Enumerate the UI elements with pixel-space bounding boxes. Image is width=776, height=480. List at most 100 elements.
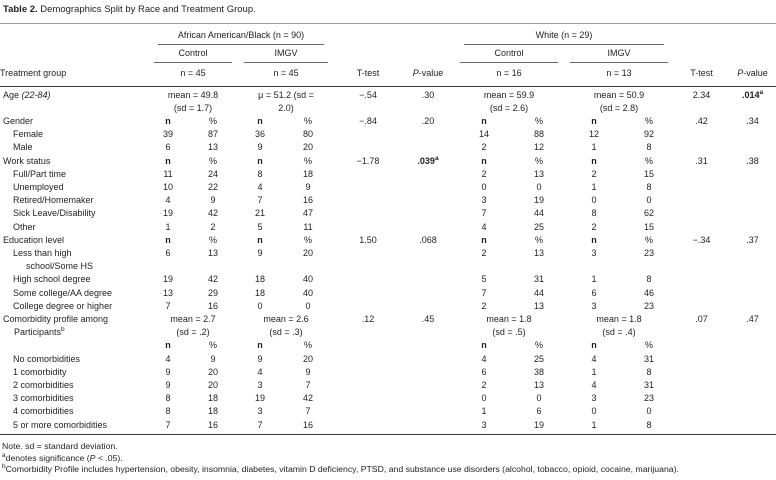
cell: % [645, 155, 654, 166]
table-row: 3 comorbidities 8 18 19 42 0 0 3 23 [0, 392, 776, 405]
cell: 9 [305, 366, 311, 377]
cell: 0 [536, 393, 542, 404]
cell [402, 300, 454, 313]
cell: n [481, 116, 487, 127]
row-label [0, 339, 148, 352]
table-row: High school degree 19 42 18 40 5 31 1 8 [0, 273, 776, 286]
cell [674, 141, 729, 154]
cell: n [257, 116, 263, 127]
cell [729, 273, 776, 286]
cell [729, 221, 776, 234]
cell: n [165, 155, 171, 166]
row-label: College degree or higher [13, 300, 113, 311]
cell: 19 [533, 419, 544, 430]
cell: % [208, 234, 217, 245]
row-label: 4 comorbidities [13, 406, 74, 417]
n-header-aa-control: n = 45 [148, 63, 238, 87]
cell: 8 [165, 393, 171, 404]
cell: 7 [305, 406, 311, 417]
cell [334, 221, 402, 234]
table-row: Work status n% n% −1.78 .039a n% n% .31 .38 [0, 155, 776, 168]
table-row: Retired/Homemaker 4 9 7 16 3 19 0 0 [0, 194, 776, 207]
table-row: No comorbidities 4 9 9 20 4 25 4 31 [0, 353, 776, 366]
cell: 8 [646, 366, 652, 377]
cell: 42 [207, 208, 218, 219]
subheader-aa-control: Control [148, 45, 238, 64]
cell: 20 [302, 353, 313, 364]
cell [674, 194, 729, 207]
cell [334, 207, 402, 220]
table-row: Gender n% n% −.84 .20 n% n% .42 .34 [0, 115, 776, 128]
cell: 13 [207, 142, 218, 153]
cell: % [303, 155, 312, 166]
cell: mean = 1.8 (sd = .4) [596, 314, 642, 338]
cell: mean = 1.8 (sd = .5) [486, 314, 532, 338]
row-label: High school degree [13, 274, 91, 285]
cell: 0 [591, 406, 597, 417]
empty-header-cell [0, 45, 148, 63]
cell: 7 [481, 287, 487, 298]
cell: 21 [254, 208, 265, 219]
cell: 18 [207, 406, 218, 417]
cell: 29 [207, 287, 218, 298]
table-row: Age (22-84) mean = 49.8 (sd = 1.7) μ = 51.2… [0, 86, 776, 115]
cell [334, 339, 402, 352]
cell [729, 128, 776, 141]
n-header-white-control: n = 16 [454, 63, 564, 87]
cell: 1 [591, 142, 597, 153]
cell: 44 [533, 208, 544, 219]
cell: 10 [162, 182, 173, 193]
cell: 18 [254, 287, 265, 298]
cell [334, 379, 402, 392]
row-label: Female [13, 129, 44, 140]
cell [402, 392, 454, 405]
table-row: 1 comorbidity 9 20 4 9 6 38 1 8 [0, 366, 776, 379]
table-row: Comorbidity profile among Participantsb me… [0, 313, 776, 339]
cell: n [165, 116, 171, 127]
cell: 8 [646, 142, 652, 153]
cell [334, 141, 402, 154]
row-label: Male [13, 142, 33, 153]
cell: % [645, 340, 654, 351]
cell: 25 [533, 353, 544, 364]
table-body: Age (22-84) mean = 49.8 (sd = 1.7) μ = 51.2… [0, 86, 776, 434]
cell: .12 [361, 314, 375, 325]
cell: n [591, 155, 597, 166]
cell: 0 [646, 406, 652, 417]
table-row: Less than high school/Some HS 6 13 9 20 2 13 3 23 [0, 247, 776, 273]
cell: 24 [207, 168, 218, 179]
cell [334, 168, 402, 181]
cell [402, 221, 454, 234]
cell: −.84 [359, 116, 377, 127]
cell: 6 [591, 287, 597, 298]
empty-header-cell [334, 24, 454, 46]
cell: % [645, 116, 654, 127]
cell: % [534, 155, 543, 166]
cell [402, 379, 454, 392]
cell: 6 [481, 366, 487, 377]
cell: 9 [165, 366, 171, 377]
cell: n [591, 116, 597, 127]
group-header-african-american: African American/Black (n = 90) [148, 24, 334, 46]
cell: 9 [257, 353, 263, 364]
table-row: Education level n% n% 1.50 .068 n% n% −.34 .37 [0, 234, 776, 247]
cell: 13 [533, 168, 544, 179]
cell [334, 273, 402, 286]
row-label: Education level [3, 234, 65, 245]
empty-header-cell [674, 45, 776, 63]
subheader-aa-imgv: IMGV [238, 45, 334, 64]
cell: % [208, 155, 217, 166]
table-row: Other 1 2 5 11 4 25 2 15 [0, 221, 776, 234]
cell [334, 366, 402, 379]
cell: 2 [481, 300, 487, 311]
cell [402, 168, 454, 181]
cell [402, 141, 454, 154]
cell: 0 [536, 182, 542, 193]
cell: 0 [481, 182, 487, 193]
cell [729, 392, 776, 405]
cell [674, 287, 729, 300]
cell: 1 [591, 419, 597, 430]
cell [729, 141, 776, 154]
cell [729, 247, 776, 273]
